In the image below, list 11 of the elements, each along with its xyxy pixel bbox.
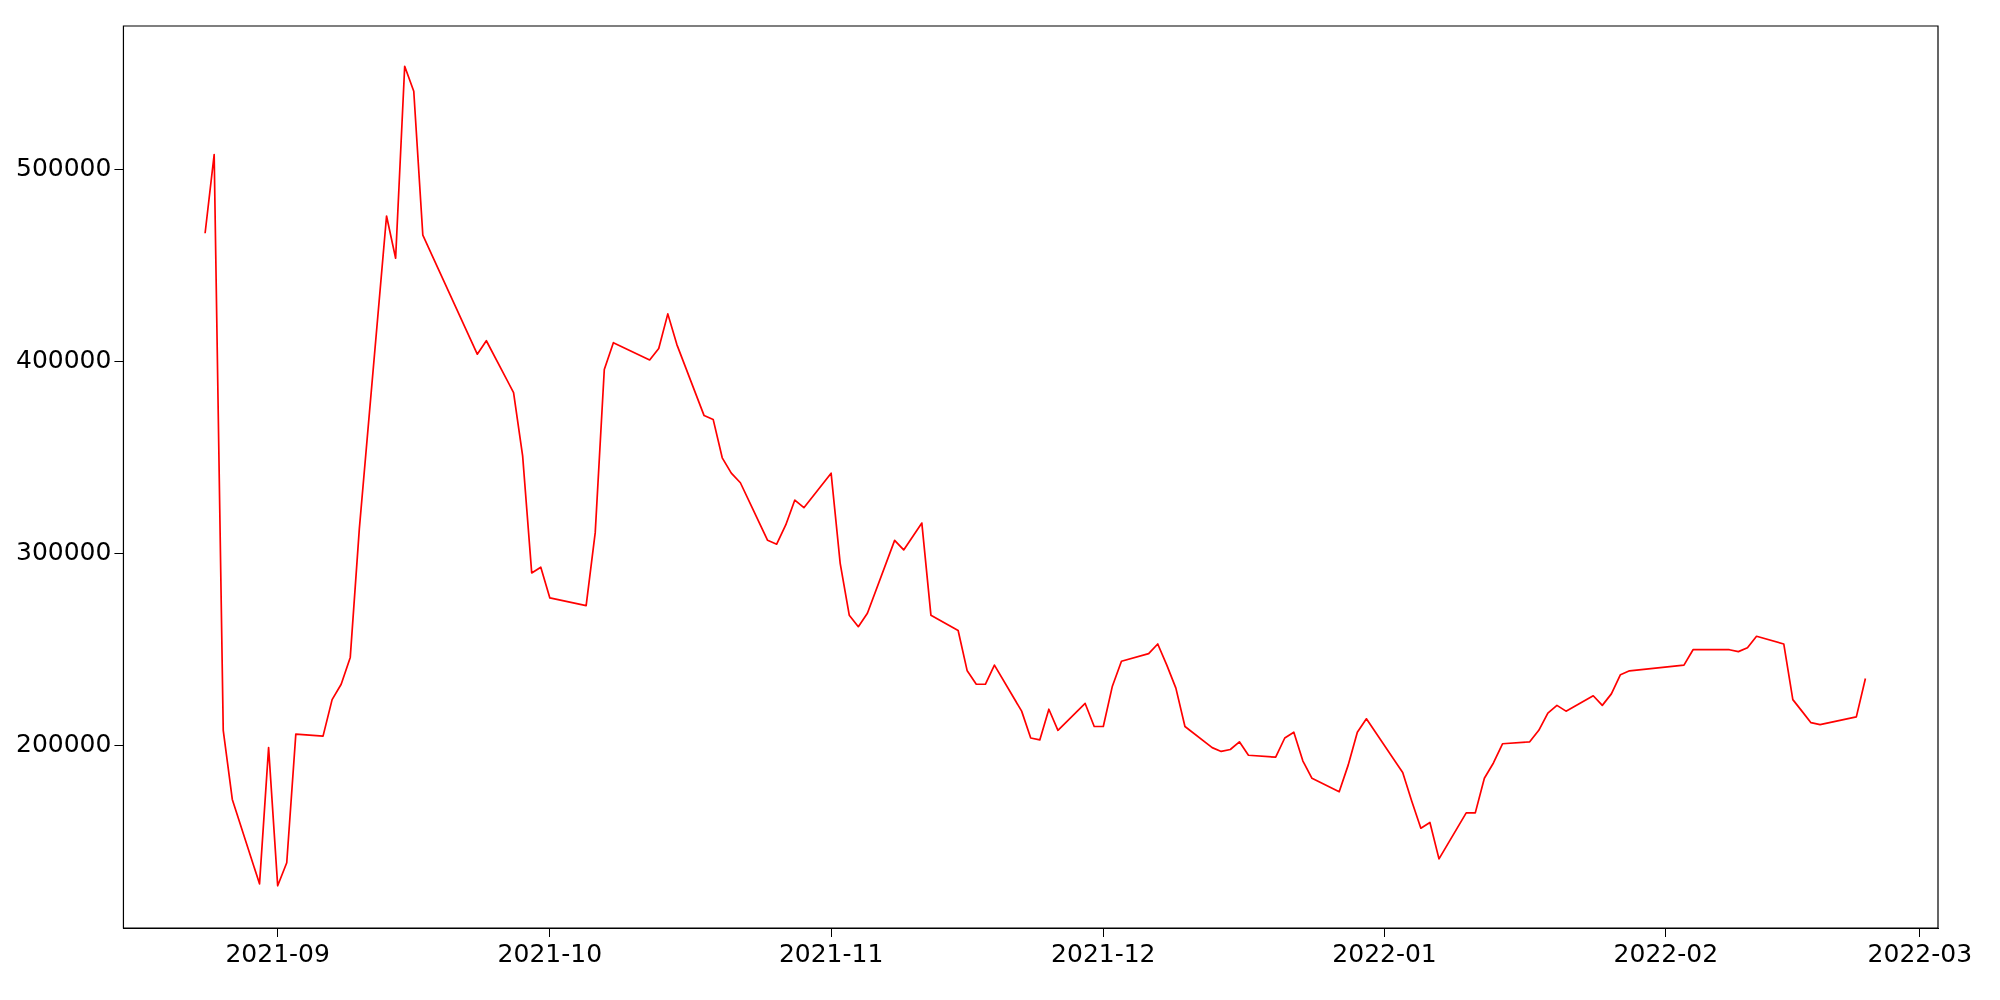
x-tick-label: 2021-10 [497, 938, 603, 968]
x-tick-label: 2022-01 [1332, 938, 1437, 968]
y-tick-label: 500000 [16, 153, 112, 183]
y-tick-label: 300000 [16, 537, 112, 567]
y-tick-label: 400000 [16, 345, 112, 375]
y-tick-label: 200000 [16, 729, 112, 759]
x-tick-label: 2022-03 [1867, 938, 1973, 968]
x-tick-label: 2021-09 [225, 938, 330, 968]
x-tick-label: 2021-12 [1051, 938, 1156, 968]
x-tick-label: 2021-11 [778, 938, 884, 968]
x-tick-label: 2022-02 [1613, 938, 1719, 968]
